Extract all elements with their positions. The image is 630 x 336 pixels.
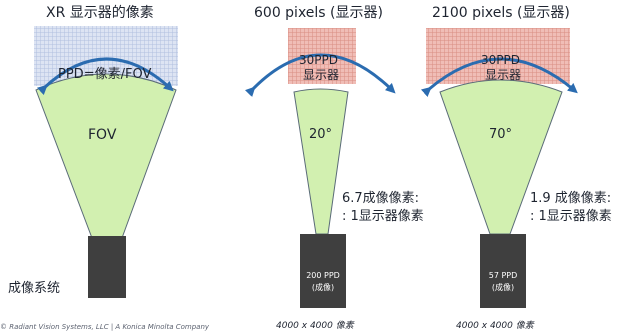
- fov-cone: [35, 73, 177, 239]
- panel2-title: 600 pixels (显示器): [254, 5, 383, 21]
- ppd-display-2100-line2: 显示器: [485, 68, 522, 82]
- ppd-arrow-arc-600: [244, 53, 396, 98]
- pixel-ratio-2100-line1: 1.9 成像像素:: [530, 191, 612, 206]
- ppd-display-600-line1: 30PPD: [299, 53, 338, 67]
- pixel-ratio-600-line1: 6.7成像像素:: [342, 191, 420, 206]
- ppd-display-600-line2: 显示器: [303, 68, 340, 82]
- ppd-arrow-arc: [36, 57, 174, 96]
- imaging-system-label: 成像系统: [8, 281, 61, 296]
- panel1-title: XR 显示器的像素: [46, 5, 154, 21]
- ppd-arrow-arc-2100: [420, 57, 578, 98]
- camera-resolution-1: 4000 x 4000 像素: [276, 321, 354, 331]
- camera-ppd-200: 200 PPD: [306, 271, 340, 280]
- camera-resolution-2: 4000 x 4000 像素: [456, 321, 534, 331]
- pixel-ratio-600-line2: : 1显示器像素: [342, 209, 424, 224]
- angle-20: 20°: [309, 127, 333, 142]
- camera-body-57ppd: [480, 234, 526, 308]
- camera-ppd-57: 57 PPD: [488, 271, 518, 280]
- camera-sub-200: (成像): [311, 283, 335, 292]
- camera-body: [88, 236, 126, 298]
- fov-cone-20: [293, 88, 349, 235]
- copyright-footer: © Radiant Vision Systems, LLC | A Konica…: [0, 323, 210, 331]
- pixel-ratio-2100-line2: : 1显示器像素: [530, 209, 612, 224]
- ppd-display-2100-line1: 30PPD: [481, 53, 520, 67]
- camera-body-200ppd: [300, 234, 346, 308]
- angle-70: 70°: [489, 127, 513, 142]
- camera-sub-57: (成像): [491, 283, 515, 292]
- panel3-title: 2100 pixels (显示器): [432, 5, 570, 21]
- ppd-formula: PPD=像素/FOV: [58, 67, 152, 82]
- fov-label: FOV: [88, 127, 117, 143]
